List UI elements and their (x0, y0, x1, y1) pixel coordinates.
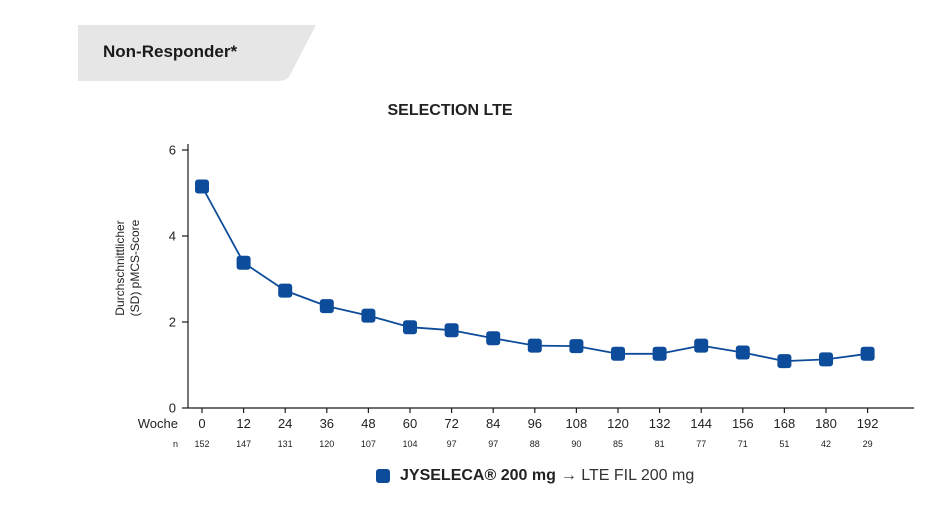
n-label: 88 (530, 439, 540, 449)
y-tick-label: 0 (169, 401, 176, 416)
n-label: 77 (696, 439, 706, 449)
n-label: 29 (863, 439, 873, 449)
data-point-marker (195, 179, 209, 194)
n-label: 97 (488, 439, 498, 449)
n-label: 85 (613, 439, 623, 449)
chart-title: SELECTION LTE (387, 102, 513, 119)
x-tick-label: 84 (486, 416, 500, 431)
n-label: 107 (361, 439, 376, 449)
data-point-marker (777, 354, 792, 369)
data-point-marker (860, 346, 875, 361)
x-tick-label: 120 (607, 416, 629, 431)
n-label: 147 (236, 439, 251, 449)
data-point-marker (361, 308, 376, 323)
y-tick-label: 6 (169, 143, 176, 158)
n-label: 81 (655, 439, 665, 449)
n-label: 104 (402, 439, 417, 449)
x-tick-label: 12 (236, 416, 250, 431)
n-label: 90 (571, 439, 581, 449)
series-line (201, 186, 868, 363)
x-tick-label: 96 (528, 416, 542, 431)
x-tick-label: 180 (815, 416, 837, 431)
data-point-marker (403, 320, 417, 335)
x-tick-label: 132 (649, 416, 671, 431)
x-tick-label: 192 (857, 416, 879, 431)
n-label: 97 (447, 439, 457, 449)
data-point-marker (569, 339, 584, 354)
n-label: 51 (779, 439, 789, 449)
legend-drug-label: JYSELECA® 200 mg (400, 467, 556, 484)
data-point-marker (486, 331, 501, 346)
data-point-marker (652, 346, 667, 361)
data-point-marker (236, 255, 251, 270)
n-row-label: n (173, 439, 178, 449)
x-tick-label: 144 (690, 416, 712, 431)
header-label: Non-Responder* (103, 42, 238, 61)
y-axis-label-line1: Durchschnittlicher (113, 220, 127, 315)
y-axis-label-line2: (SD) pMCS-Score (128, 219, 142, 316)
n-label: 131 (278, 439, 293, 449)
data-point-marker (527, 338, 542, 353)
x-tick-label: 24 (278, 416, 292, 431)
x-tick-label: 168 (774, 416, 796, 431)
legend-rest-label: → LTE FIL 200 mg (560, 467, 695, 484)
x-tick-label: 36 (320, 416, 334, 431)
data-point-marker (735, 345, 750, 360)
x-tick-label: 60 (403, 416, 417, 431)
x-tick-label: 108 (566, 416, 588, 431)
data-point-marker (278, 283, 293, 298)
legend-marker (376, 469, 390, 483)
n-label: 71 (738, 439, 748, 449)
header-tab (78, 25, 318, 81)
data-point-marker (319, 299, 334, 314)
legend: JYSELECA® 200 mg → LTE FIL 200 mg (376, 467, 694, 485)
data-point-marker (694, 338, 709, 353)
x-tick-label: 156 (732, 416, 754, 431)
x-axis-label: Woche (138, 416, 178, 431)
n-label: 42 (821, 439, 831, 449)
n-label: 120 (319, 439, 334, 449)
data-point-marker (819, 352, 833, 367)
y-tick-label: 2 (169, 315, 176, 330)
y-tick-label: 4 (169, 229, 176, 244)
data-point-marker (611, 346, 625, 361)
x-tick-label: 72 (444, 416, 458, 431)
data-point-marker (444, 323, 459, 338)
n-label: 152 (194, 439, 209, 449)
x-tick-label: 0 (198, 416, 205, 431)
x-tick-label: 48 (361, 416, 375, 431)
